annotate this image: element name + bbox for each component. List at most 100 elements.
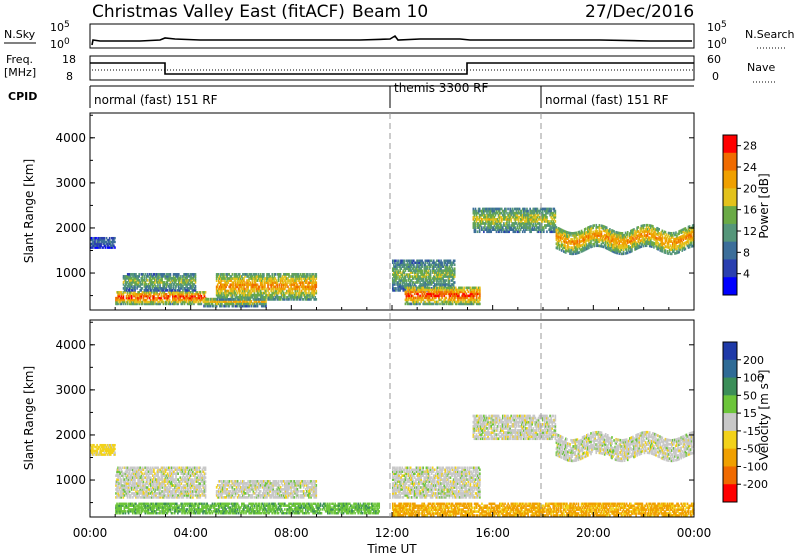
data-cell bbox=[644, 224, 646, 227]
data-cell bbox=[138, 273, 140, 276]
data-cell bbox=[665, 231, 667, 234]
data-cell bbox=[114, 246, 116, 248]
data-cell bbox=[430, 269, 432, 272]
nave-label: Nave bbox=[747, 61, 775, 74]
y-tick-label: 2000 bbox=[55, 221, 86, 235]
data-cell bbox=[661, 230, 663, 233]
data-cell bbox=[307, 273, 309, 276]
data-cell bbox=[205, 291, 207, 294]
data-cell bbox=[591, 245, 593, 248]
data-cell bbox=[550, 208, 552, 211]
data-cell bbox=[555, 210, 557, 213]
data-cell bbox=[275, 273, 277, 276]
data-cell bbox=[104, 237, 106, 239]
data-cell bbox=[141, 287, 143, 290]
nsearch-label: N.Search bbox=[745, 28, 795, 41]
data-cell bbox=[609, 228, 611, 231]
beam-label: Beam 10 bbox=[352, 2, 428, 22]
data-cell bbox=[507, 208, 509, 211]
data-cell bbox=[395, 287, 397, 290]
nsearch-tick-bottom: 100 bbox=[707, 37, 727, 51]
data-cell bbox=[169, 299, 171, 302]
data-cell bbox=[546, 216, 548, 219]
data-cell bbox=[195, 285, 197, 288]
cpid-segment-1: normal (fast) 151 RF bbox=[94, 93, 218, 107]
data-cell bbox=[454, 267, 456, 270]
data-cell bbox=[404, 260, 406, 263]
data-cell bbox=[627, 231, 629, 234]
y-tick-label: 3000 bbox=[55, 176, 86, 190]
data-cell bbox=[454, 263, 456, 266]
data-cell bbox=[288, 273, 290, 276]
nsky-trace bbox=[92, 36, 692, 45]
y-tick-label: 1000 bbox=[55, 266, 86, 280]
nsearch-tick-top: 105 bbox=[707, 20, 727, 34]
data-cell bbox=[167, 289, 169, 292]
data-cell bbox=[579, 251, 581, 254]
data-cell bbox=[114, 241, 116, 243]
data-cell bbox=[207, 298, 209, 301]
y-tick-label: 4000 bbox=[55, 131, 86, 145]
cpid-panel: CPID normal (fast) 151 RF themis 3300 RF… bbox=[8, 81, 694, 108]
plot-title: Christmas Valley East (fitACF) bbox=[92, 2, 345, 22]
data-cell bbox=[232, 273, 234, 276]
data-cell bbox=[565, 245, 567, 248]
data-cell bbox=[315, 281, 317, 284]
power-y-ticks: 1000 2000 3000 4000 bbox=[55, 115, 694, 295]
freq-label-line2: [MHz] bbox=[4, 66, 36, 79]
data-cell bbox=[454, 260, 456, 263]
data-cell bbox=[479, 303, 481, 306]
data-cell bbox=[652, 225, 654, 228]
data-cell bbox=[445, 279, 447, 282]
data-cell bbox=[397, 260, 399, 263]
data-cell bbox=[315, 290, 317, 293]
data-cell bbox=[271, 273, 273, 276]
data-cell bbox=[657, 242, 659, 245]
nsky-panel: N.Sky 105 100 105 100 N.Search bbox=[4, 20, 795, 51]
data-cell bbox=[675, 231, 677, 234]
date-label: 27/Dec/2016 bbox=[585, 2, 694, 22]
freq-label-line1: Freq. bbox=[6, 53, 33, 66]
data-cell bbox=[406, 279, 408, 282]
freq-tick-bottom: 8 bbox=[66, 70, 73, 83]
data-cell bbox=[280, 273, 282, 276]
data-cell bbox=[195, 273, 197, 276]
data-cell bbox=[315, 273, 317, 276]
data-cell bbox=[315, 298, 317, 301]
data-cell bbox=[556, 226, 558, 229]
data-cell bbox=[263, 273, 265, 276]
data-cell bbox=[685, 248, 687, 251]
data-cell bbox=[147, 279, 149, 282]
power-data bbox=[90, 208, 695, 308]
data-cell bbox=[200, 303, 202, 306]
data-cell bbox=[468, 291, 470, 294]
data-cell bbox=[445, 297, 447, 300]
data-cell bbox=[585, 228, 587, 231]
data-cell bbox=[666, 233, 668, 236]
data-cell bbox=[561, 241, 563, 244]
data-cell bbox=[601, 231, 603, 234]
data-cell bbox=[170, 273, 172, 276]
data-cell bbox=[441, 261, 443, 264]
data-cell bbox=[463, 287, 465, 290]
data-cell bbox=[593, 224, 595, 227]
data-cell bbox=[109, 237, 111, 239]
data-cell bbox=[568, 246, 570, 249]
data-cell bbox=[454, 281, 456, 284]
data-cell bbox=[178, 273, 180, 276]
data-cell bbox=[527, 210, 529, 213]
nsky-tick-bottom: 100 bbox=[50, 37, 70, 51]
data-cell bbox=[555, 220, 557, 223]
data-cell bbox=[606, 226, 608, 229]
freq-tick-top: 18 bbox=[62, 53, 76, 66]
cpid-label: CPID bbox=[8, 90, 37, 103]
nave-tick-bottom: 0 bbox=[712, 70, 719, 83]
nsky-label: N.Sky bbox=[4, 28, 36, 41]
data-cell bbox=[479, 287, 481, 290]
data-cell bbox=[199, 291, 201, 294]
data-cell bbox=[180, 275, 182, 278]
data-cell bbox=[114, 237, 116, 239]
data-cell bbox=[667, 250, 669, 253]
freq-panel: Freq. [MHz] 18 8 60 0 Nave bbox=[4, 53, 775, 83]
